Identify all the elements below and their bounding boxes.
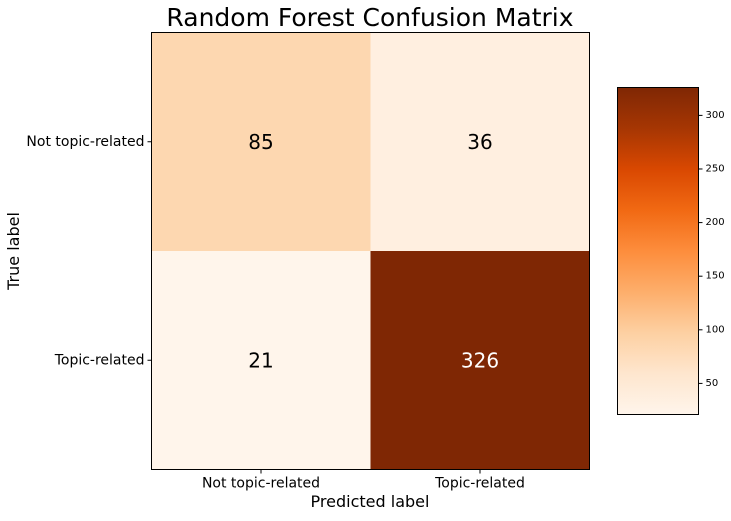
plot-frame: [151, 32, 590, 470]
colorbar-gradient: [617, 87, 699, 415]
x-tick-label: Topic-related: [434, 476, 525, 492]
heatmap-cell: [151, 251, 371, 470]
colorbar-tick-label: 300: [706, 110, 725, 121]
colorbar-tick-label: 250: [706, 163, 725, 174]
x-tick-label: Not topic-related: [202, 476, 320, 492]
x-axis-label: Predicted label: [311, 492, 430, 511]
colorbar-tick-label: 50: [706, 378, 719, 389]
colorbar-tick-label: 150: [706, 271, 725, 282]
cell-value-label: 36: [467, 130, 492, 154]
cell-value-label: 85: [248, 130, 273, 154]
colorbar-tick-label: 100: [706, 324, 725, 335]
heatmap-cell-labels: 85 36 21 326: [248, 130, 499, 373]
heatmap-cell: [370, 251, 590, 470]
heatmap-cell: [370, 32, 590, 252]
colorbar-ticks: 50 100 150 200 250 300: [698, 110, 725, 389]
colorbar: 50 100 150 200 250 300: [617, 87, 725, 415]
y-axis-label: True label: [4, 212, 23, 291]
heatmap-cell: [151, 32, 371, 252]
x-axis-ticks: Not topic-related Topic-related: [202, 469, 525, 492]
y-axis-ticks: Not topic-related Topic-related: [26, 134, 152, 368]
cell-value-label: 326: [461, 348, 499, 372]
cell-value-label: 21: [248, 348, 273, 372]
heatmap-cells: [151, 32, 590, 470]
chart-title: Random Forest Confusion Matrix: [166, 3, 573, 32]
y-tick-label: Not topic-related: [26, 134, 144, 150]
y-tick-label: Topic-related: [54, 352, 145, 368]
colorbar-tick-label: 200: [706, 217, 725, 228]
